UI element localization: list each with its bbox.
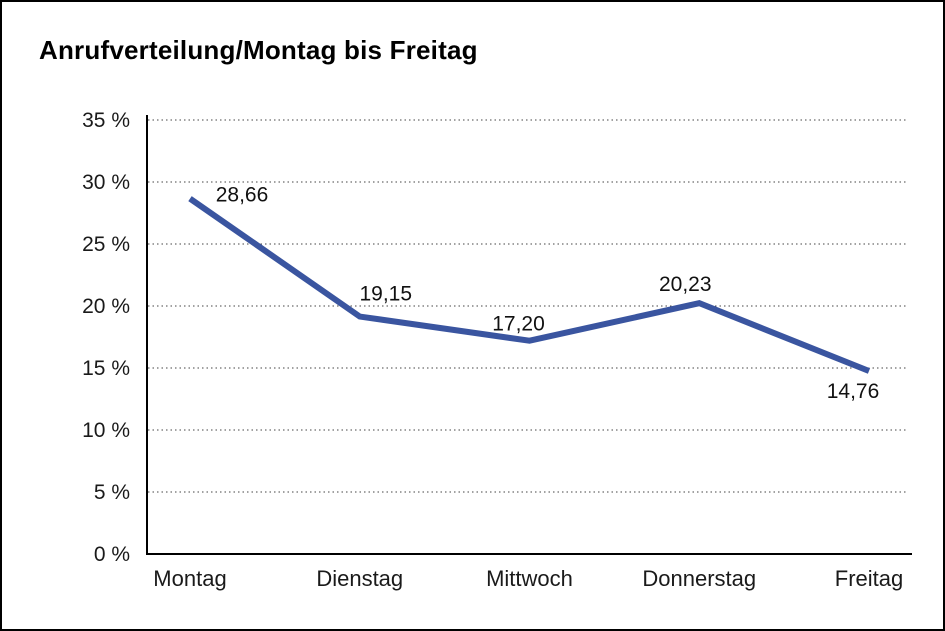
data-point-value-label: 28,66 <box>216 184 269 207</box>
y-axis-tick-label: 10 % <box>82 419 130 442</box>
y-axis-tick-label: 20 % <box>82 295 130 318</box>
y-axis-tick-label: 5 % <box>94 481 130 504</box>
x-axis-category-label: Mittwoch <box>486 566 573 591</box>
data-line <box>188 196 871 374</box>
y-axis-tick-label: 35 % <box>82 109 130 132</box>
data-point-value-label: 17,20 <box>492 313 545 336</box>
y-axis-tick-label: 30 % <box>82 171 130 194</box>
y-axis-tick-label: 0 % <box>94 543 130 566</box>
data-point-value-label: 14,76 <box>827 380 880 403</box>
y-axis-tick-label: 25 % <box>82 233 130 256</box>
x-axis-category-label: Freitag <box>835 566 903 591</box>
chart-title: Anrufverteilung/Montag bis Freitag <box>39 35 478 65</box>
x-axis-category-label: Donnerstag <box>642 566 756 591</box>
x-axis-category-label: Dienstag <box>316 566 403 591</box>
data-point-value-label: 20,23 <box>659 273 712 296</box>
data-point-value-label: 19,15 <box>359 283 412 306</box>
y-axis-tick-label: 15 % <box>82 357 130 380</box>
x-axis-category-label: Montag <box>153 566 226 591</box>
